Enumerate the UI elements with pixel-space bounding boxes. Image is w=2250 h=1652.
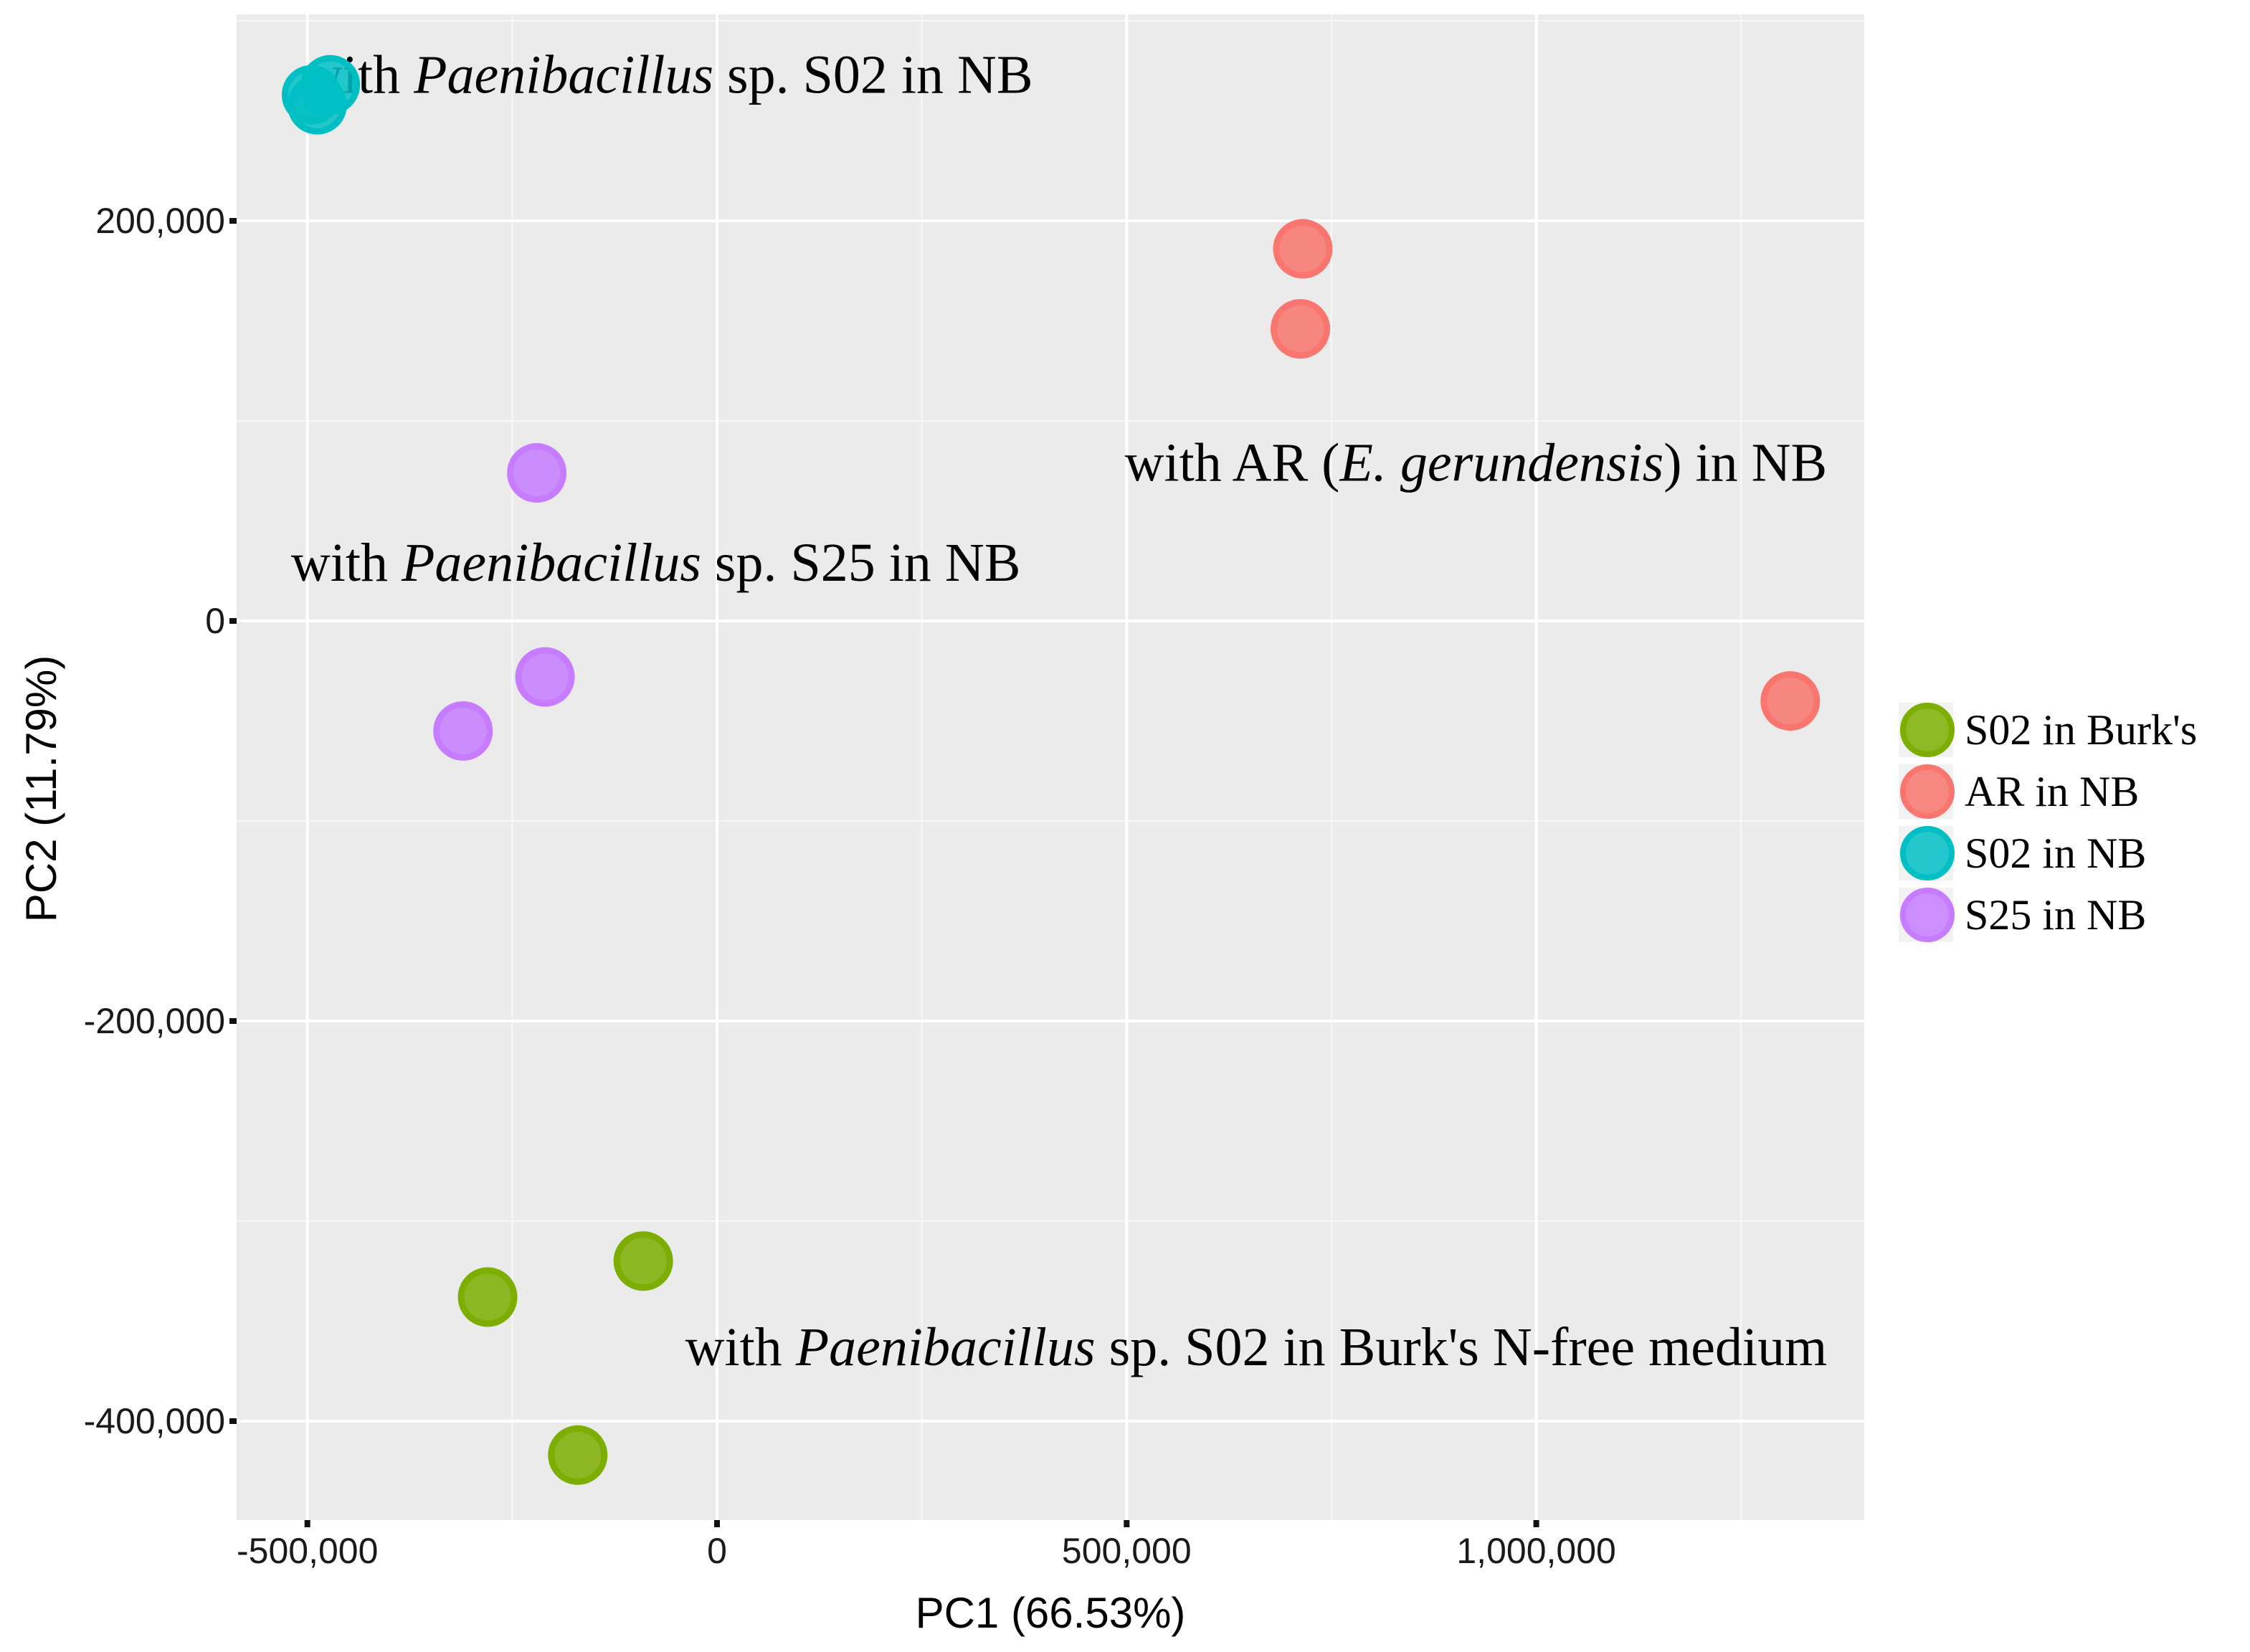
annotation-s02-nb: with Paenibacillus sp. S02 in NB: [303, 44, 1033, 105]
annotation-part: sp. S02 in Burk's N-free medium: [1096, 1317, 1828, 1377]
annotation-part: Paenibacillus: [401, 533, 701, 593]
legend-key-s02-in-burk-s: [1900, 703, 1955, 757]
legend-label-s02-in-burk-s: S02 in Burk's: [1965, 706, 2197, 754]
y-tick-label: 0: [205, 601, 225, 641]
legend: S02 in Burk's AR in NB S02 in NB S25 in NB: [1890, 685, 2234, 944]
annotation-s25-nb: with Paenibacillus sp. S25 in NB: [291, 533, 1021, 593]
legend-label-s02-in-nb: S02 in NB: [1965, 830, 2146, 877]
y-tick-label: -400,000: [84, 1401, 225, 1441]
legend-label-s25-in-nb: S25 in NB: [1965, 891, 2146, 939]
point-ar-in-nb: [1271, 299, 1331, 359]
annotation-part: Paenibacillus: [413, 44, 713, 105]
y-axis: 200,000 0 -200,000 -400,000: [84, 201, 237, 1441]
annotation-part: Paenibacillus: [795, 1317, 1096, 1377]
point-s02-in-burk-s: [457, 1267, 518, 1327]
y-tick-label: 200,000: [95, 201, 225, 241]
point-ar-in-nb: [1760, 671, 1821, 731]
x-axis-title: PC1 (66.53%): [916, 1589, 1186, 1637]
annotation-part: E. gerundensis: [1339, 433, 1663, 493]
annotation-s02-burks: with Paenibacillus sp. S02 in Burk's N-f…: [685, 1317, 1828, 1377]
x-tick-label: 1,000,000: [1456, 1531, 1615, 1571]
point-s25-in-nb: [433, 701, 493, 761]
point-s25-in-nb: [507, 443, 567, 503]
grid-minor: [237, 14, 1864, 1520]
point-s02-in-burk-s: [548, 1425, 608, 1485]
x-tick-label: 0: [707, 1531, 727, 1571]
legend-key-ar-in-nb: [1900, 764, 1955, 819]
annotation-part: with AR (: [1125, 433, 1340, 493]
annotation-ar-nb: with AR (E. gerundensis) in NB: [1125, 433, 1828, 493]
x-tick-label: 500,000: [1062, 1531, 1192, 1571]
point-ar-in-nb: [1273, 219, 1333, 279]
annotation-part: sp. S25 in NB: [701, 533, 1021, 593]
plot-panel: [237, 14, 1864, 1520]
annotations: with Paenibacillus sp. S02 in NB with AR …: [291, 44, 1827, 1377]
annotation-part: ) in NB: [1663, 433, 1827, 493]
data-points: [281, 54, 1821, 1485]
x-tick-label: -500,000: [237, 1531, 378, 1571]
legend-label-ar-in-nb: AR in NB: [1965, 768, 2139, 815]
point-s02-in-burk-s: [613, 1231, 673, 1291]
annotation-part: with: [291, 533, 402, 593]
legend-key-s25-in-nb: [1900, 888, 1955, 942]
point-s02-in-nb: [287, 75, 347, 135]
grid-major: [237, 14, 1864, 1520]
y-axis-title: PC2 (11.79%): [17, 655, 65, 922]
annotation-part: sp. S02 in NB: [713, 44, 1033, 105]
legend-key-s02-in-nb: [1900, 826, 1955, 880]
point-s25-in-nb: [515, 647, 575, 707]
y-tick-label: -200,000: [84, 1001, 225, 1041]
annotation-part: with: [685, 1317, 796, 1377]
x-axis: -500,000 0 500,000 1,000,000: [237, 1520, 1616, 1571]
